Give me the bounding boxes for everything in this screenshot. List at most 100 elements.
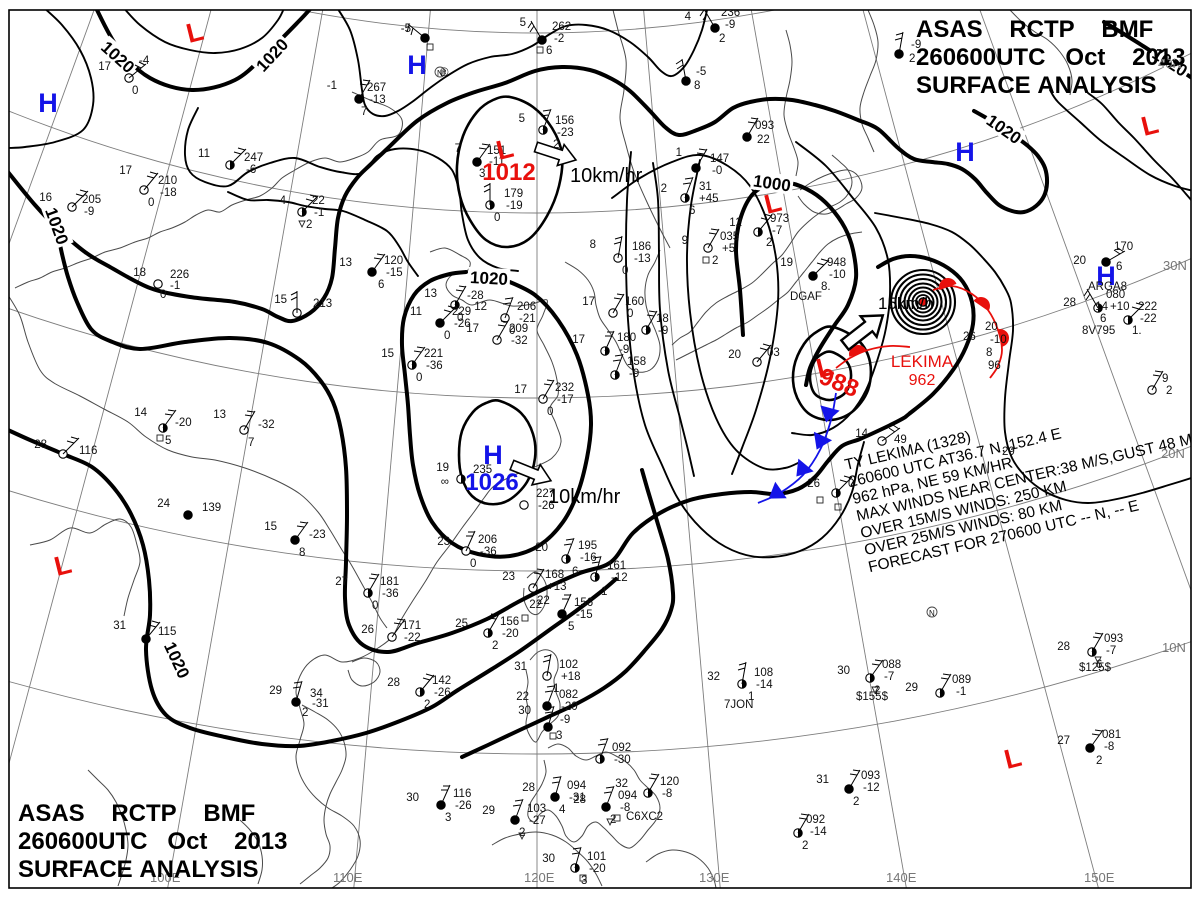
svg-text:H: H	[38, 88, 58, 118]
svg-text:LEKIMA: LEKIMA	[891, 352, 954, 371]
svg-text:-5: -5	[696, 66, 706, 78]
svg-text:6: 6	[378, 279, 384, 291]
svg-text:-7: -7	[1106, 645, 1116, 657]
svg-text:-28: -28	[467, 290, 484, 302]
svg-text:-23: -23	[309, 529, 326, 541]
svg-text:®: ®	[440, 67, 449, 79]
svg-text:15: 15	[274, 294, 287, 306]
svg-text:15km/h: 15km/h	[878, 294, 934, 313]
svg-text:31: 31	[699, 181, 712, 193]
svg-text:7JON: 7JON	[724, 699, 753, 711]
svg-text:0: 0	[547, 406, 553, 418]
svg-text:0: 0	[132, 85, 138, 97]
svg-text:6: 6	[689, 205, 695, 217]
svg-text:0: 0	[509, 325, 515, 337]
svg-text:161: 161	[607, 560, 626, 572]
svg-text:28: 28	[573, 794, 586, 806]
svg-text:N: N	[437, 69, 443, 78]
svg-text:8: 8	[694, 80, 700, 92]
svg-text:+45: +45	[699, 193, 719, 205]
svg-text:17: 17	[119, 165, 132, 177]
svg-text:ASAS RCTP BMF: ASAS RCTP BMF	[916, 16, 1153, 43]
svg-text:0: 0	[416, 372, 422, 384]
svg-text:26: 26	[963, 331, 976, 343]
svg-text:-7: -7	[884, 671, 894, 683]
svg-text:-23: -23	[557, 127, 574, 139]
svg-text:262: 262	[552, 21, 571, 33]
svg-text:222: 222	[1138, 301, 1157, 313]
svg-text:6: 6	[1096, 659, 1102, 671]
svg-text:-20: -20	[175, 417, 192, 429]
svg-text:H: H	[955, 137, 975, 167]
svg-text:0: 0	[470, 558, 476, 570]
svg-text:-20: -20	[502, 628, 519, 640]
svg-text:SURFACE ANALYSIS: SURFACE ANALYSIS	[18, 856, 259, 883]
svg-text:26: 26	[361, 624, 374, 636]
svg-text:2: 2	[553, 139, 559, 151]
svg-text:2: 2	[1096, 755, 1102, 767]
svg-text:2: 2	[1166, 385, 1172, 397]
svg-text:31: 31	[113, 620, 126, 632]
svg-text:2: 2	[302, 707, 308, 719]
svg-text:-16: -16	[580, 552, 597, 564]
svg-text:247: 247	[244, 152, 263, 164]
svg-text:-27: -27	[529, 815, 546, 827]
svg-text:2: 2	[874, 685, 880, 697]
svg-text:-32: -32	[258, 419, 275, 431]
svg-text:23: 23	[502, 571, 515, 583]
svg-text:-9: -9	[629, 368, 639, 380]
svg-text:221: 221	[424, 348, 443, 360]
svg-text:2: 2	[853, 796, 859, 808]
svg-text:-13: -13	[634, 253, 651, 265]
svg-text:2: 2	[424, 699, 430, 711]
svg-text:-10: -10	[829, 269, 846, 281]
svg-text:23: 23	[437, 536, 450, 548]
svg-text:26: 26	[807, 478, 820, 490]
svg-text:+13: +13	[547, 581, 567, 593]
svg-text:948: 948	[827, 257, 846, 269]
svg-text:13: 13	[424, 288, 437, 300]
svg-text:156: 156	[574, 597, 593, 609]
svg-text:28: 28	[34, 439, 47, 451]
svg-text:28: 28	[1057, 641, 1070, 653]
svg-text:093: 093	[1104, 633, 1123, 645]
svg-text:0: 0	[444, 330, 450, 342]
svg-text:-1: -1	[314, 207, 324, 219]
svg-text:4: 4	[559, 804, 566, 816]
svg-text:0: 0	[457, 312, 463, 324]
svg-text:20: 20	[1073, 255, 1086, 267]
svg-text:18: 18	[656, 313, 669, 325]
svg-text:6: 6	[546, 45, 552, 57]
svg-text:150E: 150E	[1084, 870, 1115, 885]
svg-text:H: H	[483, 440, 503, 470]
svg-text:1020: 1020	[470, 268, 509, 289]
svg-text:139: 139	[202, 502, 221, 514]
svg-text:-11: -11	[489, 156, 505, 168]
svg-text:156: 156	[555, 115, 574, 127]
svg-text:ARGA8: ARGA8	[1088, 281, 1127, 293]
svg-text:227: 227	[536, 488, 555, 500]
svg-text:5: 5	[165, 435, 171, 447]
svg-text:206: 206	[517, 301, 536, 313]
svg-text:2: 2	[610, 814, 616, 826]
svg-text:12: 12	[729, 217, 742, 229]
svg-text:186: 186	[632, 241, 651, 253]
svg-text:213: 213	[313, 298, 332, 310]
svg-text:20N: 20N	[1161, 446, 1185, 461]
svg-text:20: 20	[535, 542, 548, 554]
svg-text:-36: -36	[480, 546, 497, 558]
svg-text:-22: -22	[404, 632, 421, 644]
svg-text:18: 18	[133, 267, 146, 279]
svg-text:N: N	[929, 609, 935, 618]
svg-text:089: 089	[952, 674, 971, 686]
svg-text:267: 267	[367, 82, 386, 94]
svg-text:27: 27	[335, 576, 348, 588]
svg-text:30: 30	[518, 705, 531, 717]
svg-text:-22: -22	[1140, 313, 1157, 325]
svg-text:L: L	[1001, 742, 1024, 775]
svg-text:20: 20	[728, 349, 741, 361]
svg-text:31: 31	[816, 774, 829, 786]
svg-text:-32: -32	[511, 335, 528, 347]
svg-text:L: L	[761, 187, 784, 220]
svg-text:205: 205	[82, 194, 101, 206]
